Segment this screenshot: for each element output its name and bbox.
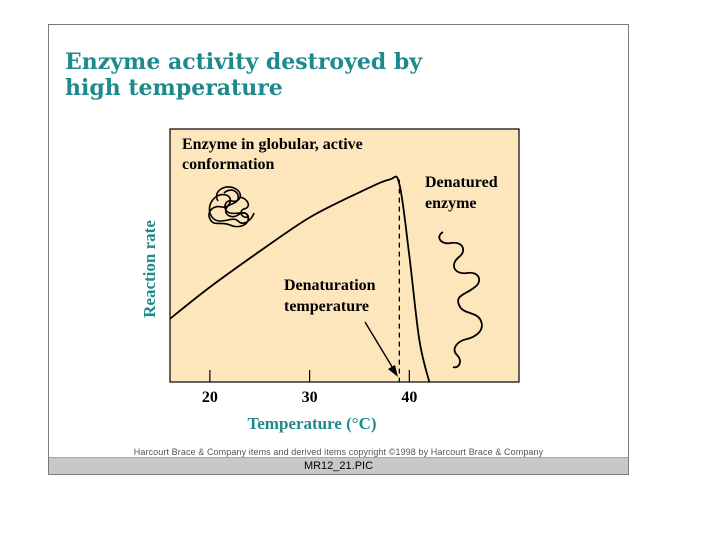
enzyme-activity-chart: 20 30 40 Temperature (°C) Reaction rate En… <box>140 128 520 433</box>
file-label-bar: MR12_21.PIC <box>49 457 628 474</box>
slide-title: Enzyme activity destroyed by high temper… <box>65 49 485 101</box>
denatured-enzyme-strand-icon <box>438 231 483 369</box>
title-line-2: high temperature <box>65 75 283 101</box>
denatured-enzyme-label-line-1: Denatured <box>425 174 498 191</box>
file-label: MR12_21.PIC <box>303 460 374 472</box>
x-tick-label-20: 20 <box>202 389 218 406</box>
denaturation-label-line-1: Denaturation <box>284 277 376 294</box>
globular-enzyme-icon <box>208 186 255 228</box>
denatured-enzyme-label-line-2: enzyme <box>425 195 477 212</box>
curve-layer <box>169 175 431 383</box>
x-axis-label: Temperature (°C) <box>247 414 376 433</box>
x-tick-label-30: 30 <box>302 389 318 406</box>
y-axis-label: Reaction rate <box>140 220 159 318</box>
tick-layer: 20 30 40 <box>202 370 417 406</box>
x-tick-label-40: 40 <box>401 389 417 406</box>
reaction-rate-curve <box>169 175 431 383</box>
title-line-1: Enzyme activity destroyed by <box>65 49 423 75</box>
slide: Enzyme activity destroyed by high temper… <box>48 24 629 475</box>
active-enzyme-label-line-2: conformation <box>182 156 275 173</box>
denaturation-pointer-arrow <box>364 321 395 371</box>
active-enzyme-label-line-1: Enzyme in globular, active <box>182 136 363 153</box>
denaturation-arrowhead <box>388 365 398 377</box>
denaturation-label-line-2: temperature <box>284 298 369 315</box>
copyright-note: Harcourt Brace & Company items and deriv… <box>133 447 544 457</box>
